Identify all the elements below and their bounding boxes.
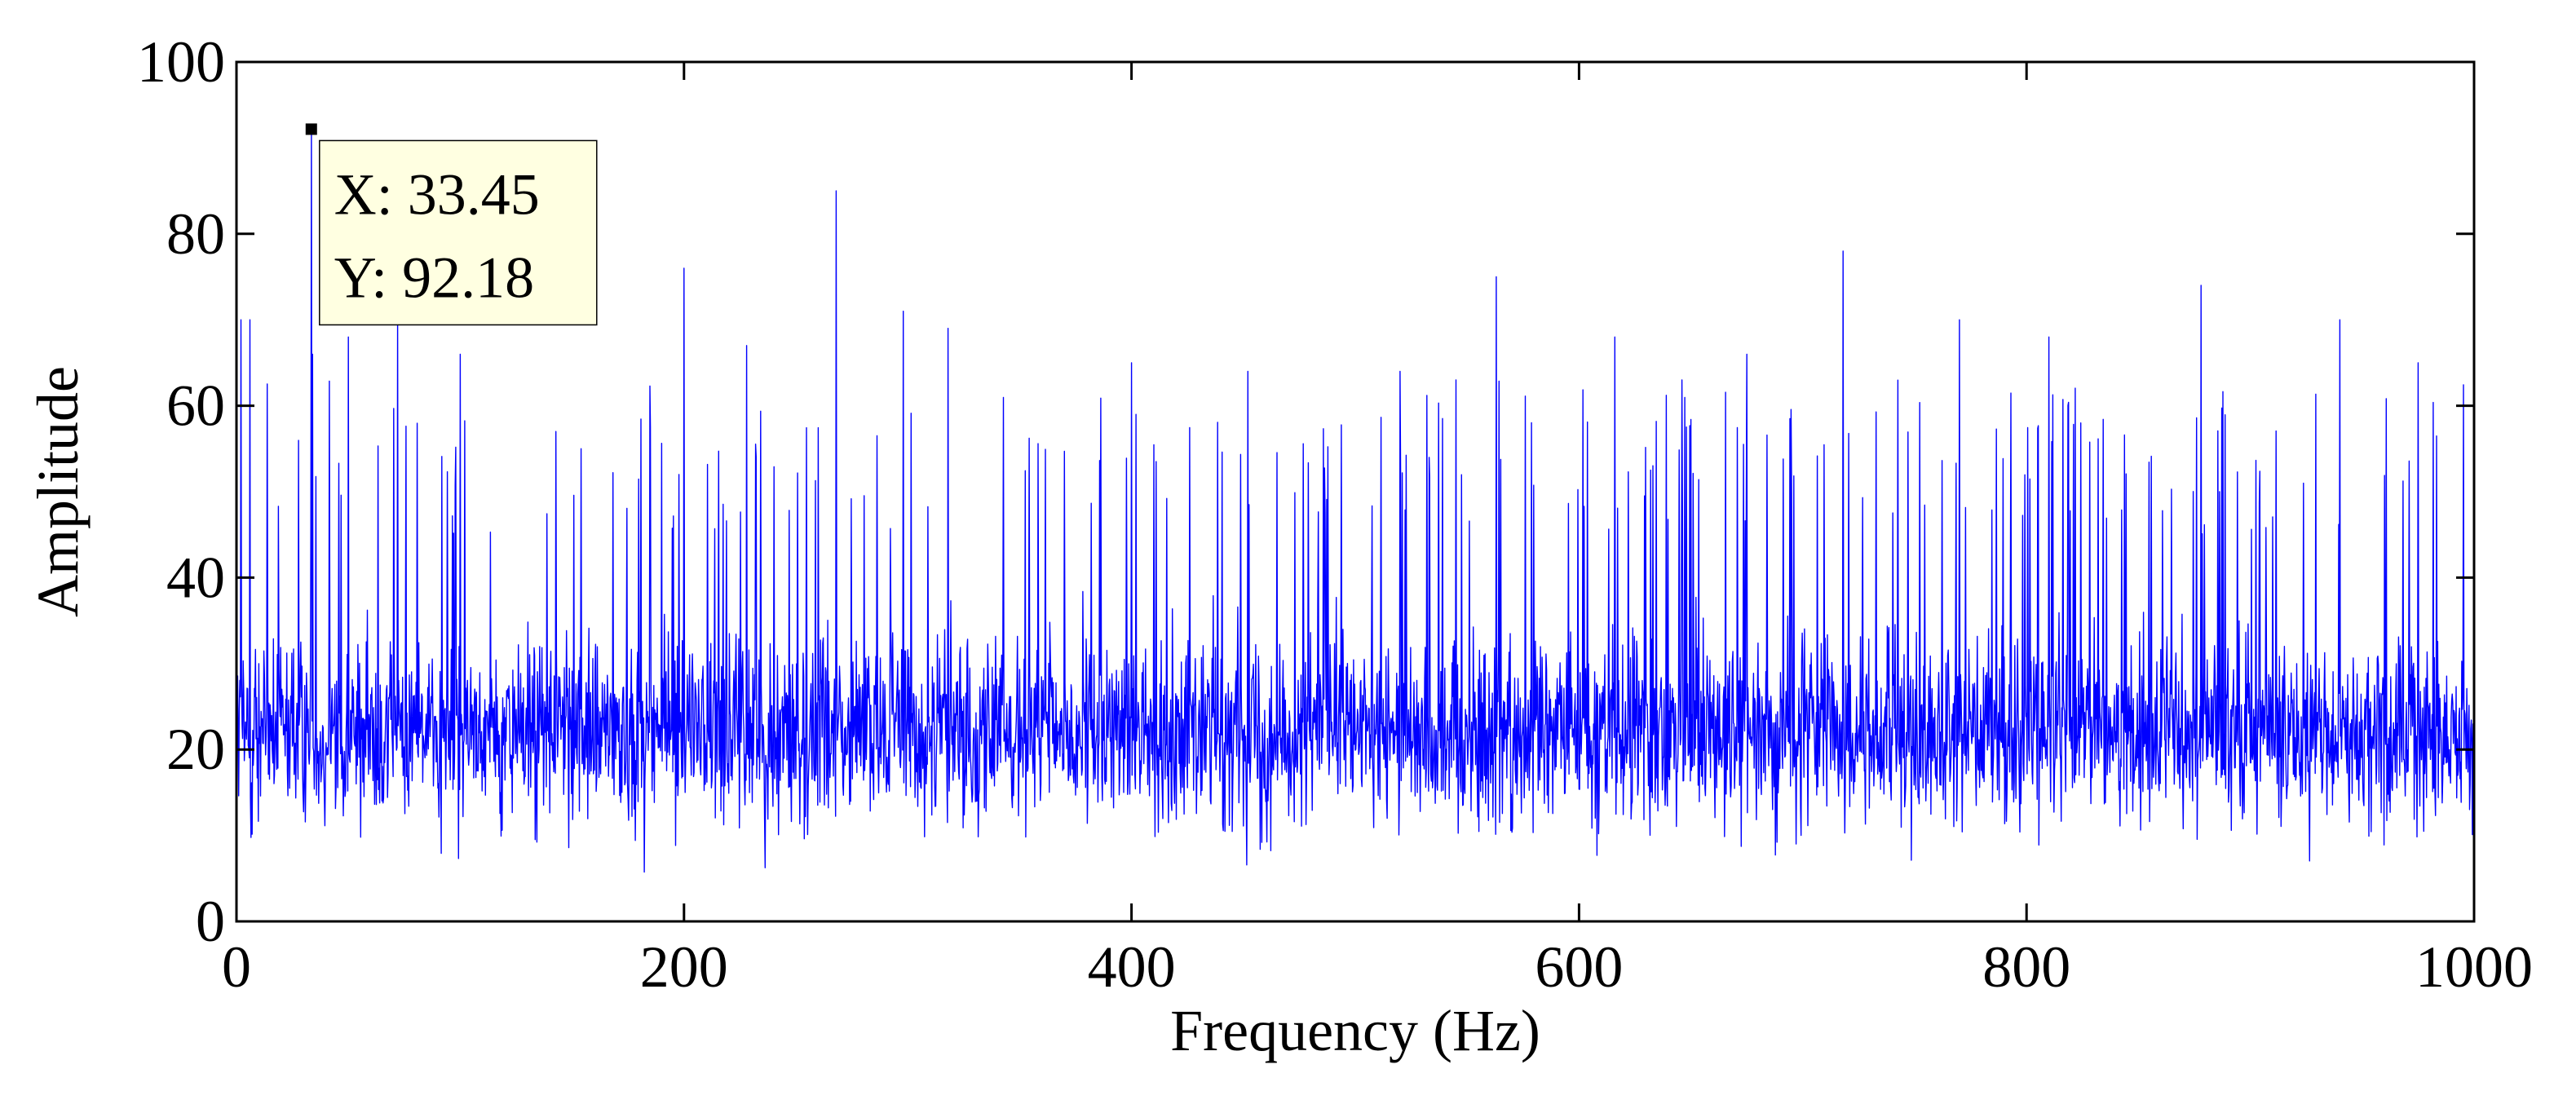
datatip[interactable]: X: 33.45 Y: 92.18 (305, 123, 598, 326)
x-tick-label: 200 (640, 934, 728, 1000)
y-tick-label: 60 (166, 373, 225, 439)
x-axis-title: Frequency (Hz) (1170, 998, 1540, 1063)
x-tick-label: 0 (222, 934, 251, 1000)
y-tick-label: 100 (137, 29, 225, 95)
datatip-x-label: X: 33.45 (334, 161, 540, 227)
y-tick-label: 40 (166, 545, 225, 610)
y-tick-label: 80 (166, 201, 225, 267)
x-tick-label: 400 (1088, 934, 1176, 1000)
datatip-y-label: Y: 92.18 (334, 245, 534, 310)
spectrum-series-line (236, 128, 2475, 873)
series-layer (236, 128, 2475, 873)
plot-area-frame (235, 60, 2476, 923)
y-tick-label: 20 (166, 717, 225, 782)
x-tick-label: 800 (1982, 934, 2070, 1000)
datatip-box (319, 139, 598, 326)
y-axis-title: Amplitude (25, 366, 91, 617)
x-tick-label: 1000 (2415, 934, 2533, 1000)
x-tick-label: 600 (1535, 934, 1623, 1000)
y-tick-label: 0 (196, 889, 225, 954)
datatip-marker[interactable] (305, 123, 317, 135)
tick-layer: 0 200 400 600 800 1000 0 20 40 60 80 100 (137, 29, 2533, 1000)
